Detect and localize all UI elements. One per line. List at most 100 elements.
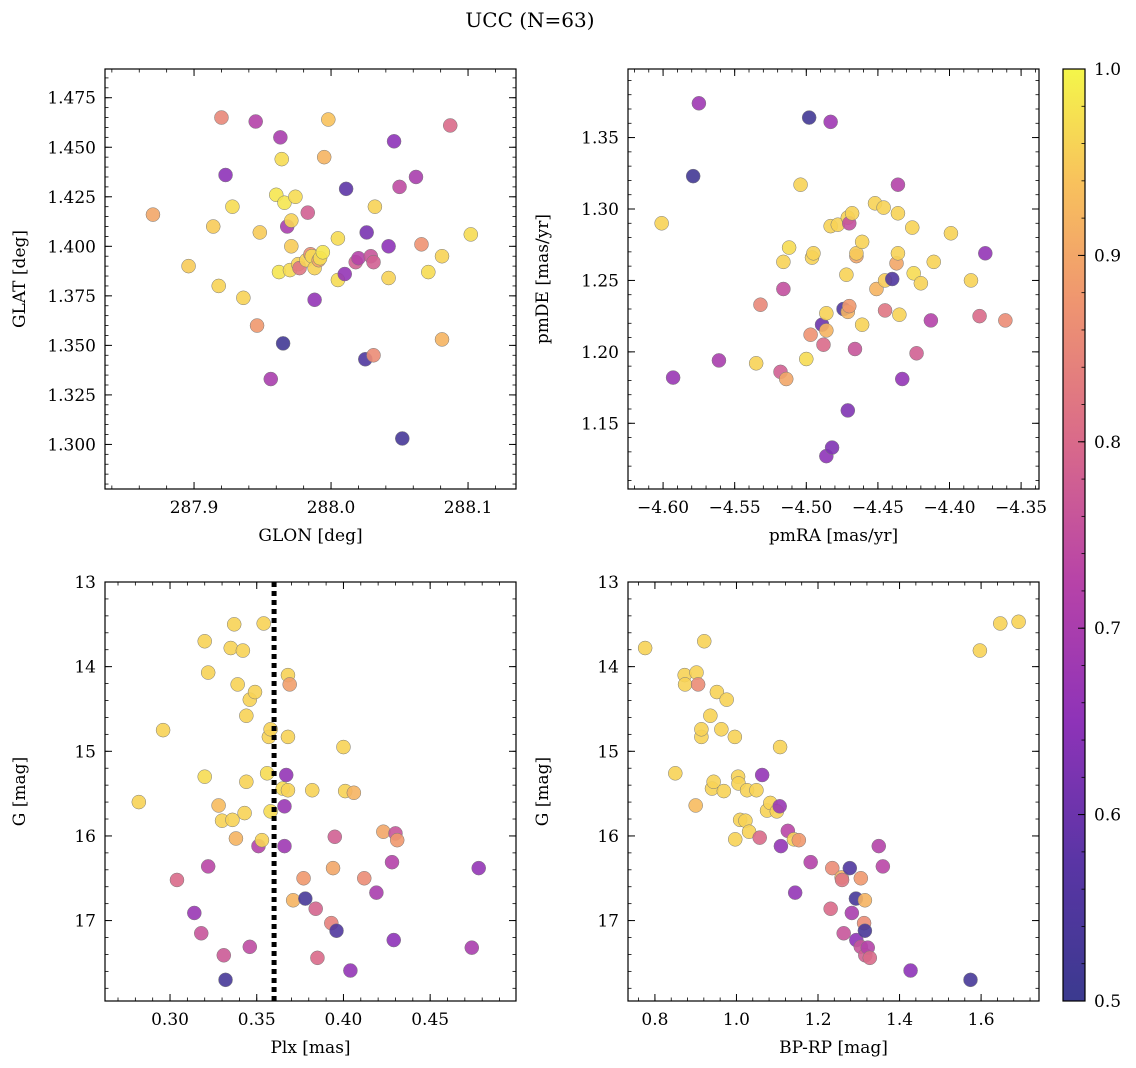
scatter-point (343, 963, 358, 978)
colorbar-tick-label: 0.6 (1094, 806, 1121, 826)
scatter-point (844, 905, 860, 921)
scatter-point (993, 616, 1008, 631)
scatter-point (239, 774, 254, 790)
scatter-point (230, 677, 245, 692)
scatter-point (247, 684, 263, 700)
y-axis-label: G [mag] (10, 757, 30, 826)
scatter-point (214, 110, 229, 125)
scatter-points (145, 110, 479, 446)
scatter-point (773, 838, 789, 854)
scatter-point (218, 167, 233, 183)
scatter-point (839, 267, 854, 282)
scatter-point (819, 323, 834, 338)
scatter-point (871, 838, 887, 854)
scatter-point (216, 948, 232, 963)
y-tick-label: 1.300 (47, 435, 96, 455)
scatter-point (463, 227, 479, 242)
x-tick-label: 0.35 (238, 1010, 276, 1030)
scatter-point (1011, 614, 1026, 630)
scatter-point (842, 298, 857, 314)
scatter-point (280, 729, 296, 745)
scatter-point (296, 871, 311, 886)
scatter-point (381, 270, 396, 286)
y-tick-label: 1.30 (581, 200, 619, 220)
scatter-point (256, 616, 271, 631)
scatter-point (913, 276, 929, 291)
scatter-point (242, 939, 258, 955)
scatter-point (972, 308, 987, 324)
x-tick-label: 0.45 (411, 1010, 449, 1030)
y-tick-label: 14 (74, 658, 96, 678)
scatter-point (181, 258, 196, 274)
scatter-point (376, 824, 391, 839)
scatter-point (842, 860, 858, 876)
x-tick-label: 1.0 (723, 1010, 750, 1030)
y-tick-label: 16 (597, 827, 619, 847)
x-tick-label: −4.45 (852, 498, 904, 518)
x-tick-label: 0.8 (641, 1010, 668, 1030)
scatter-point (337, 266, 352, 282)
scatter-point (282, 677, 297, 692)
y-tick-label: 1.20 (581, 343, 619, 363)
scatter-point (906, 266, 921, 281)
scatter-point (389, 832, 405, 848)
scatter-point (300, 205, 316, 220)
scatter-point (691, 96, 707, 111)
scatter-point (688, 798, 703, 813)
scatter-point (824, 440, 840, 455)
scatter-point (386, 134, 402, 149)
axes-frame (104, 68, 517, 490)
scatter-point (386, 932, 401, 948)
scatter-point (791, 832, 807, 848)
scatter-point (727, 729, 743, 745)
scatter-point (325, 860, 341, 876)
y-tick-label: 1.425 (47, 188, 96, 208)
scatter-point (711, 353, 727, 368)
scatter-point (972, 643, 988, 658)
y-tick-label: 1.450 (47, 138, 96, 158)
scatter-point (714, 722, 729, 737)
scatter-point (239, 708, 254, 723)
x-axis-label: BP-RP [mag] (779, 1038, 888, 1058)
x-axis-label: GLON [deg] (258, 526, 362, 546)
scatter-point (903, 963, 918, 978)
scatter-point (819, 306, 834, 321)
scatter-point (677, 677, 693, 692)
scatter-point (263, 371, 279, 387)
scatter-point (998, 313, 1013, 328)
scatter-point (876, 200, 891, 215)
scatter-point (857, 893, 873, 908)
x-tick-label: 1.6 (968, 1010, 995, 1030)
scatter-point (890, 246, 906, 261)
y-axis-label: GLAT [deg] (10, 230, 30, 328)
scatter-point (367, 199, 383, 214)
scatter-point (321, 112, 336, 127)
scatter-point (877, 303, 893, 318)
scatter-point (316, 149, 332, 165)
scatter-point (237, 805, 252, 821)
scatter-point (753, 297, 768, 312)
scatter-point (854, 317, 870, 332)
scatter-point (905, 220, 920, 235)
y-tick-label: 14 (597, 658, 619, 678)
scatter-point (228, 831, 244, 846)
scatter-point (366, 254, 381, 270)
scatter-point (211, 798, 226, 813)
scatter-point (654, 216, 669, 231)
scatter-point (926, 254, 941, 270)
x-tick-label: −4.50 (780, 498, 832, 518)
scatter-point (840, 403, 856, 418)
scatter-point (304, 782, 320, 798)
y-tick-label: 17 (74, 912, 96, 932)
y-tick-label: 1.475 (47, 89, 96, 109)
scatter-point (748, 356, 764, 371)
scatter-point (836, 926, 851, 941)
scatter-point (909, 346, 924, 361)
scatter-point (823, 114, 838, 130)
scatter-point (772, 739, 788, 755)
scatter-point (197, 634, 212, 649)
y-tick-label: 1.35 (581, 129, 619, 149)
y-axis-label: pmDE [mas/yr] (533, 214, 553, 344)
panel-plx-g: 0.30 0.35 0.40 0.45 13 14 15 16 17 Plx [mas] G [ma… (10, 573, 517, 1058)
scatter-point (200, 859, 216, 874)
